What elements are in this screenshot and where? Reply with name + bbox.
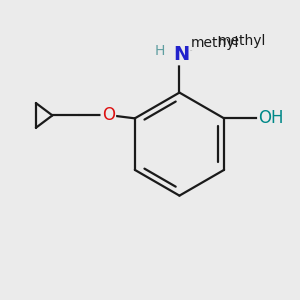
Text: methyl: methyl [218,34,266,48]
Text: O: O [102,106,115,124]
Text: H: H [155,44,166,58]
Text: N: N [173,45,189,64]
Text: methyl: methyl [190,35,239,50]
Text: OH: OH [258,109,284,127]
